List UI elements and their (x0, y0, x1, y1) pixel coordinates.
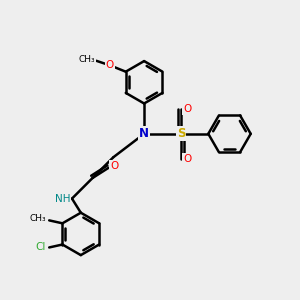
Text: O: O (183, 104, 191, 114)
Text: O: O (110, 161, 118, 171)
Text: Cl: Cl (35, 242, 46, 253)
Text: N: N (139, 127, 149, 140)
Text: O: O (105, 60, 114, 70)
Text: CH₃: CH₃ (78, 55, 95, 64)
Text: CH₃: CH₃ (30, 214, 46, 224)
Text: S: S (177, 127, 185, 140)
Text: O: O (183, 154, 191, 164)
Text: NH: NH (55, 194, 70, 204)
